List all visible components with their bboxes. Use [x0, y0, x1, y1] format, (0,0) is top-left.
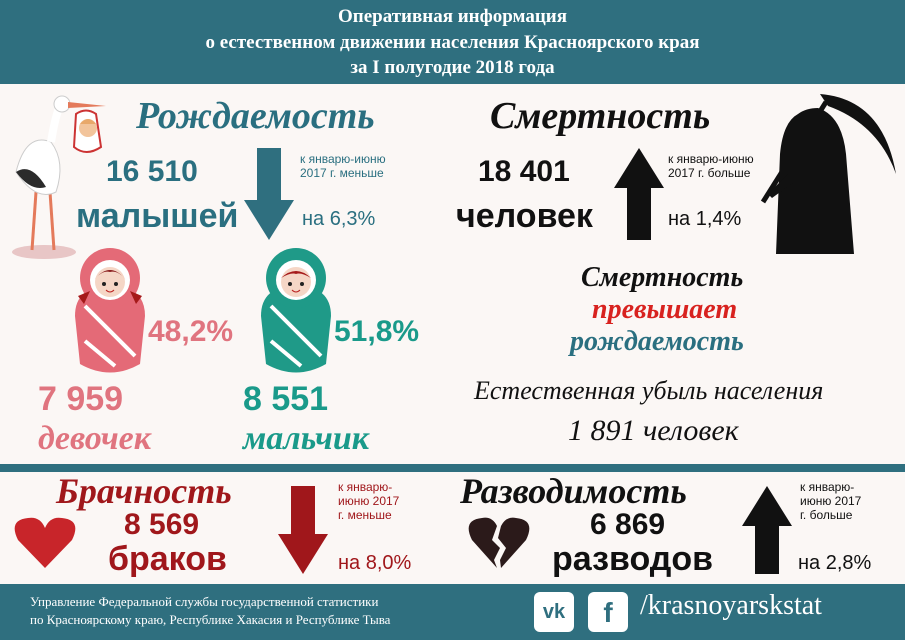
- death-title: Смертность: [490, 95, 711, 137]
- divorce-compare: к январю-июню 2017 г. больше: [800, 480, 862, 522]
- marriage-compare: к январю-июню 2017 г. меньше: [338, 480, 400, 522]
- boys-label: мальчик: [243, 420, 369, 457]
- facebook-icon[interactable]: f: [588, 592, 628, 632]
- arrow-up-icon: [614, 148, 664, 240]
- death-compare: к январю-июню 2017 г. больше: [668, 152, 754, 180]
- birth-compare: к январю-июню 2017 г. меньше: [300, 152, 386, 180]
- death-count: 18 401: [478, 155, 570, 188]
- boys-count: 8 551: [243, 380, 329, 418]
- social-handle[interactable]: /krasnoyarskstat: [640, 590, 822, 621]
- birth-change: на 6,3%: [302, 208, 376, 230]
- footer-line-1: Управление Федеральной службы государств…: [30, 594, 379, 609]
- boys-percent: 51,8%: [334, 315, 420, 348]
- birth-unit: малышей: [76, 197, 239, 235]
- arrow-up-icon: [742, 486, 792, 574]
- header-line-2: о естественном движении населения Красно…: [205, 32, 700, 53]
- birth-title: Рождаемость: [136, 95, 375, 137]
- header-banner: [0, 0, 905, 84]
- birth-count: 16 510: [106, 155, 198, 188]
- girl-baby-icon: [75, 248, 145, 373]
- footer-line-2: по Красноярскому краю, Республике Хакаси…: [30, 612, 391, 627]
- marriage-unit: браков: [108, 540, 227, 578]
- boy-baby-icon: [261, 248, 331, 373]
- divorce-count: 6 869: [590, 508, 666, 541]
- girls-percent: 48,2%: [148, 315, 234, 348]
- summary-line-2: превышает: [592, 294, 738, 325]
- decline-value: 1 891 человек: [568, 414, 739, 447]
- divorce-title: Разводимость: [460, 471, 687, 511]
- girls-count: 7 959: [38, 380, 124, 418]
- summary-line-1: Смертность: [581, 262, 744, 293]
- broken-heart-icon: [468, 517, 530, 568]
- heart-icon: [14, 517, 76, 568]
- arrow-down-icon: [278, 486, 328, 574]
- decline-label: Естественная убыль населения: [474, 376, 824, 405]
- stork-icon: [12, 95, 106, 259]
- section-divider: [0, 464, 905, 472]
- divorce-change: на 2,8%: [798, 552, 872, 574]
- summary-line-3: рождаемость: [570, 326, 744, 357]
- header-line-3: за I полугодие 2018 года: [350, 57, 555, 78]
- arrow-down-icon: [244, 148, 294, 240]
- footer-banner: [0, 584, 905, 640]
- marriage-title: Брачность: [56, 471, 232, 511]
- death-change: на 1,4%: [668, 208, 742, 230]
- death-unit: человек: [456, 197, 593, 235]
- marriage-count: 8 569: [124, 508, 200, 541]
- marriage-change: на 8,0%: [338, 552, 412, 574]
- divorce-unit: разводов: [552, 540, 714, 578]
- header-line-1: Оперативная информация: [337, 6, 568, 27]
- vk-icon[interactable]: vk: [534, 592, 574, 632]
- grim-reaper-icon: [760, 94, 896, 254]
- girls-label: девочек: [38, 420, 151, 457]
